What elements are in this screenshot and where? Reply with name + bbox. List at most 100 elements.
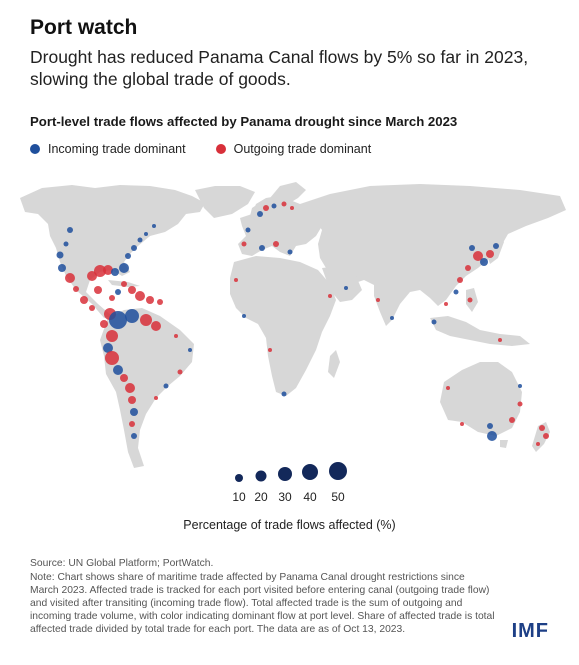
port-marker (103, 265, 113, 275)
legend-incoming: Incoming trade dominant (30, 142, 186, 156)
port-marker (271, 203, 277, 209)
port-marker (268, 348, 272, 352)
port-marker (137, 237, 143, 243)
port-marker (469, 245, 475, 251)
port-marker (480, 258, 488, 266)
port-markers (56, 201, 549, 446)
port-marker (517, 401, 523, 407)
port-marker (486, 250, 494, 258)
uk-land (250, 204, 260, 220)
source-note: Source: UN Global Platform; PortWatch. (30, 558, 214, 569)
port-marker (109, 311, 127, 329)
port-marker (151, 321, 161, 331)
port-marker (487, 423, 493, 429)
greenland-land (195, 186, 255, 218)
port-marker (80, 296, 88, 304)
port-marker (259, 245, 265, 251)
port-marker (498, 338, 502, 342)
page-subtitle: Drought has reduced Panama Canal flows b… (30, 47, 529, 89)
port-marker (121, 281, 127, 287)
port-marker (65, 273, 75, 283)
port-marker (87, 271, 97, 281)
port-marker (509, 417, 515, 423)
port-marker (188, 348, 192, 352)
port-marker (473, 251, 483, 261)
port-marker (518, 384, 522, 388)
legend-outgoing-label: Outgoing trade dominant (233, 142, 372, 156)
port-marker (536, 442, 540, 446)
port-marker (344, 286, 348, 290)
port-marker (113, 365, 123, 375)
color-legend: Incoming trade dominant Outgoing trade d… (30, 142, 401, 156)
methodology-note: Note: Chart shows share of maritime trad… (30, 572, 495, 636)
size-legend-10 (235, 474, 243, 482)
port-marker (446, 386, 450, 390)
port-marker (152, 224, 156, 228)
port-marker (245, 227, 251, 233)
port-marker (241, 241, 247, 247)
port-marker (493, 243, 499, 249)
port-marker (131, 433, 137, 439)
port-marker (130, 408, 138, 416)
scandinavia-land (270, 182, 306, 206)
africa-land (230, 256, 336, 396)
world-map (20, 182, 566, 482)
port-marker (140, 314, 152, 326)
port-marker (94, 265, 106, 277)
port-marker (234, 278, 238, 282)
imf-logo: IMF (511, 620, 549, 642)
port-marker (457, 277, 463, 283)
port-marker (242, 314, 246, 318)
size-legend-label-40: 40 (303, 490, 317, 504)
port-marker (539, 425, 545, 431)
legend-incoming-label: Incoming trade dominant (48, 142, 186, 156)
port-marker (100, 320, 108, 328)
port-marker (431, 319, 437, 325)
size-legend-label-50: 50 (331, 490, 345, 504)
incoming-dot-icon (30, 144, 40, 154)
port-marker (487, 431, 497, 441)
legend-outgoing: Outgoing trade dominant (215, 142, 372, 156)
port-marker (287, 249, 293, 255)
port-marker (444, 302, 448, 306)
port-marker (135, 291, 145, 301)
outgoing-dot-icon (215, 144, 226, 154)
size-legend-30 (278, 467, 292, 481)
port-marker (131, 245, 137, 251)
port-marker (63, 241, 69, 247)
port-marker (465, 265, 471, 271)
port-marker (543, 433, 549, 439)
port-marker (58, 264, 66, 272)
port-marker (106, 330, 118, 342)
india-land (374, 280, 404, 326)
port-marker (128, 396, 136, 404)
port-marker (103, 343, 113, 353)
port-marker (56, 251, 64, 259)
north-america-land (20, 185, 205, 318)
port-marker (154, 396, 158, 400)
southeast-asia-islands (430, 316, 530, 346)
port-marker (73, 286, 79, 292)
port-marker (453, 289, 459, 295)
port-marker (174, 334, 178, 338)
port-marker (390, 316, 394, 320)
size-legend-20 (255, 470, 267, 482)
port-marker (125, 309, 139, 323)
size-legend (235, 462, 347, 482)
port-marker (125, 383, 135, 393)
size-legend-label-30: 30 (278, 490, 292, 504)
port-marker (177, 369, 183, 375)
madagascar-land (328, 350, 340, 378)
port-marker (94, 286, 102, 294)
port-marker (376, 298, 380, 302)
port-marker (281, 391, 287, 397)
port-marker (111, 268, 119, 276)
port-marker (109, 295, 115, 301)
port-marker (129, 421, 135, 427)
port-marker (157, 299, 163, 305)
port-marker (263, 205, 269, 211)
size-legend-caption: Percentage of trade flows affected (%) (183, 518, 396, 532)
port-marker (328, 294, 332, 298)
port-marker (115, 289, 121, 295)
port-marker (125, 253, 131, 259)
